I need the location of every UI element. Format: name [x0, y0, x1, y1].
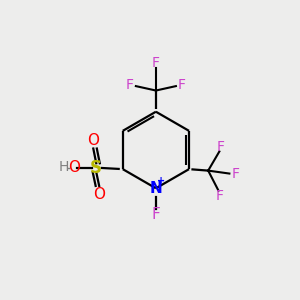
Text: H: H [59, 160, 69, 174]
Text: F: F [152, 207, 160, 222]
Text: F: F [126, 78, 134, 92]
Text: O: O [93, 187, 105, 202]
Text: F: F [217, 140, 225, 154]
Text: F: F [152, 56, 160, 70]
Text: F: F [216, 189, 224, 203]
Text: S: S [90, 159, 102, 177]
Text: F: F [178, 78, 186, 92]
Text: O: O [87, 133, 99, 148]
Text: +: + [157, 176, 165, 186]
Text: N: N [149, 181, 162, 196]
Text: F: F [231, 167, 239, 181]
Text: O: O [68, 160, 80, 175]
